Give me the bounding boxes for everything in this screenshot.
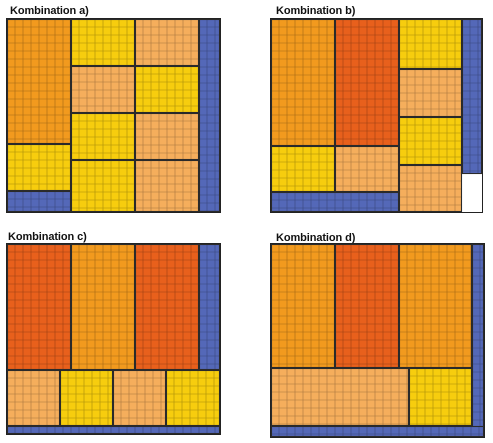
field-blue bbox=[7, 425, 220, 434]
field-light-orange bbox=[134, 159, 200, 212]
field-blue bbox=[7, 190, 72, 212]
field-light-orange bbox=[134, 19, 200, 67]
field-layout-svg bbox=[7, 244, 220, 434]
field-yellow bbox=[408, 367, 473, 427]
field-light-orange bbox=[7, 369, 61, 427]
field-yellow bbox=[271, 145, 336, 193]
field-yellow bbox=[70, 19, 136, 67]
field-yellow bbox=[134, 65, 200, 114]
field-light-orange bbox=[334, 145, 400, 193]
field-yellow bbox=[70, 159, 136, 212]
field-yellow bbox=[398, 116, 463, 166]
field-layout-diagram bbox=[6, 243, 221, 435]
field-yellow bbox=[398, 19, 463, 70]
field-layout-diagram bbox=[270, 18, 483, 213]
field-light-orange bbox=[398, 164, 463, 212]
field-yellow bbox=[165, 369, 220, 427]
field-blue bbox=[271, 191, 400, 212]
field-light-orange bbox=[134, 112, 200, 161]
panel-title: Kombination d) bbox=[276, 232, 356, 244]
field-dark-orange bbox=[334, 19, 400, 147]
field-orange bbox=[271, 244, 336, 369]
field-dark-orange bbox=[134, 244, 200, 371]
field-orange bbox=[70, 244, 136, 371]
field-layout-svg bbox=[271, 19, 482, 212]
field-yellow bbox=[70, 112, 136, 161]
panel-title: Kombination a) bbox=[10, 5, 89, 17]
field-light-orange bbox=[398, 68, 463, 118]
field-dark-orange bbox=[7, 244, 72, 371]
field-layout-svg bbox=[7, 19, 220, 212]
panel-title: Kombination c) bbox=[8, 231, 87, 243]
field-yellow bbox=[7, 143, 72, 192]
field-blue bbox=[198, 19, 220, 212]
field-blue bbox=[271, 425, 484, 437]
field-blue bbox=[471, 244, 484, 437]
field-layout-diagram bbox=[6, 18, 221, 213]
field-light-orange bbox=[271, 367, 410, 427]
field-blue bbox=[198, 244, 220, 371]
field-light-orange bbox=[112, 369, 167, 427]
panel-title: Kombination b) bbox=[276, 5, 356, 17]
field-yellow bbox=[59, 369, 114, 427]
field-light-orange bbox=[70, 65, 136, 114]
field-blue bbox=[461, 19, 482, 175]
field-dark-orange bbox=[334, 244, 400, 369]
field-orange bbox=[271, 19, 336, 147]
field-layout-svg bbox=[271, 244, 484, 437]
field-orange bbox=[7, 19, 72, 145]
field-layout-diagram bbox=[270, 243, 485, 438]
field-orange bbox=[398, 244, 473, 369]
